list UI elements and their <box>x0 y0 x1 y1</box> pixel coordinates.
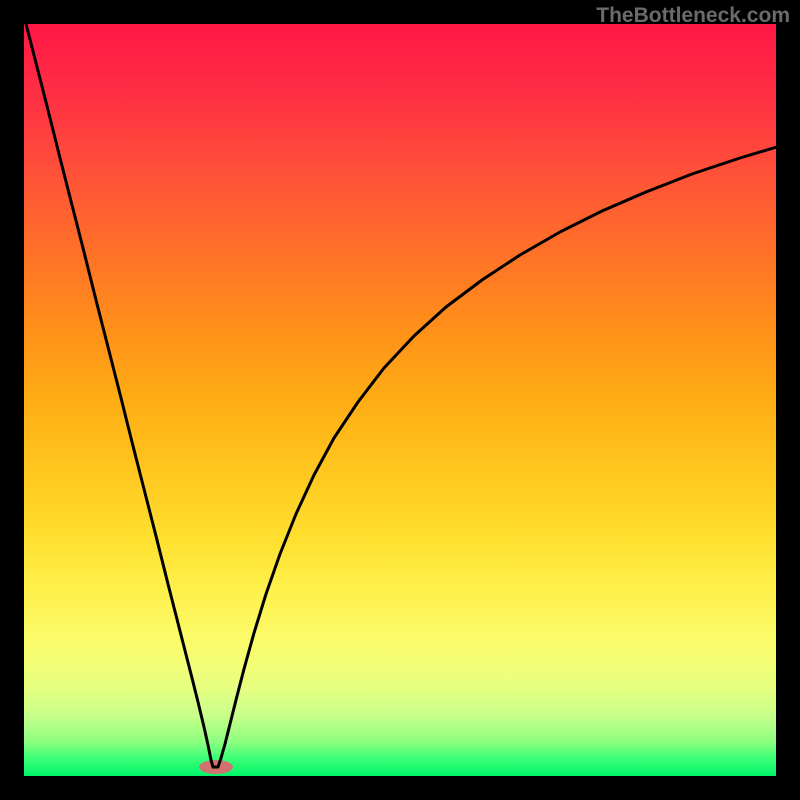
plot-background <box>24 24 776 776</box>
chart-container: { "watermark": { "text": "TheBottleneck.… <box>0 0 800 800</box>
watermark-text: TheBottleneck.com <box>596 4 790 28</box>
bottleneck-chart <box>0 0 800 800</box>
